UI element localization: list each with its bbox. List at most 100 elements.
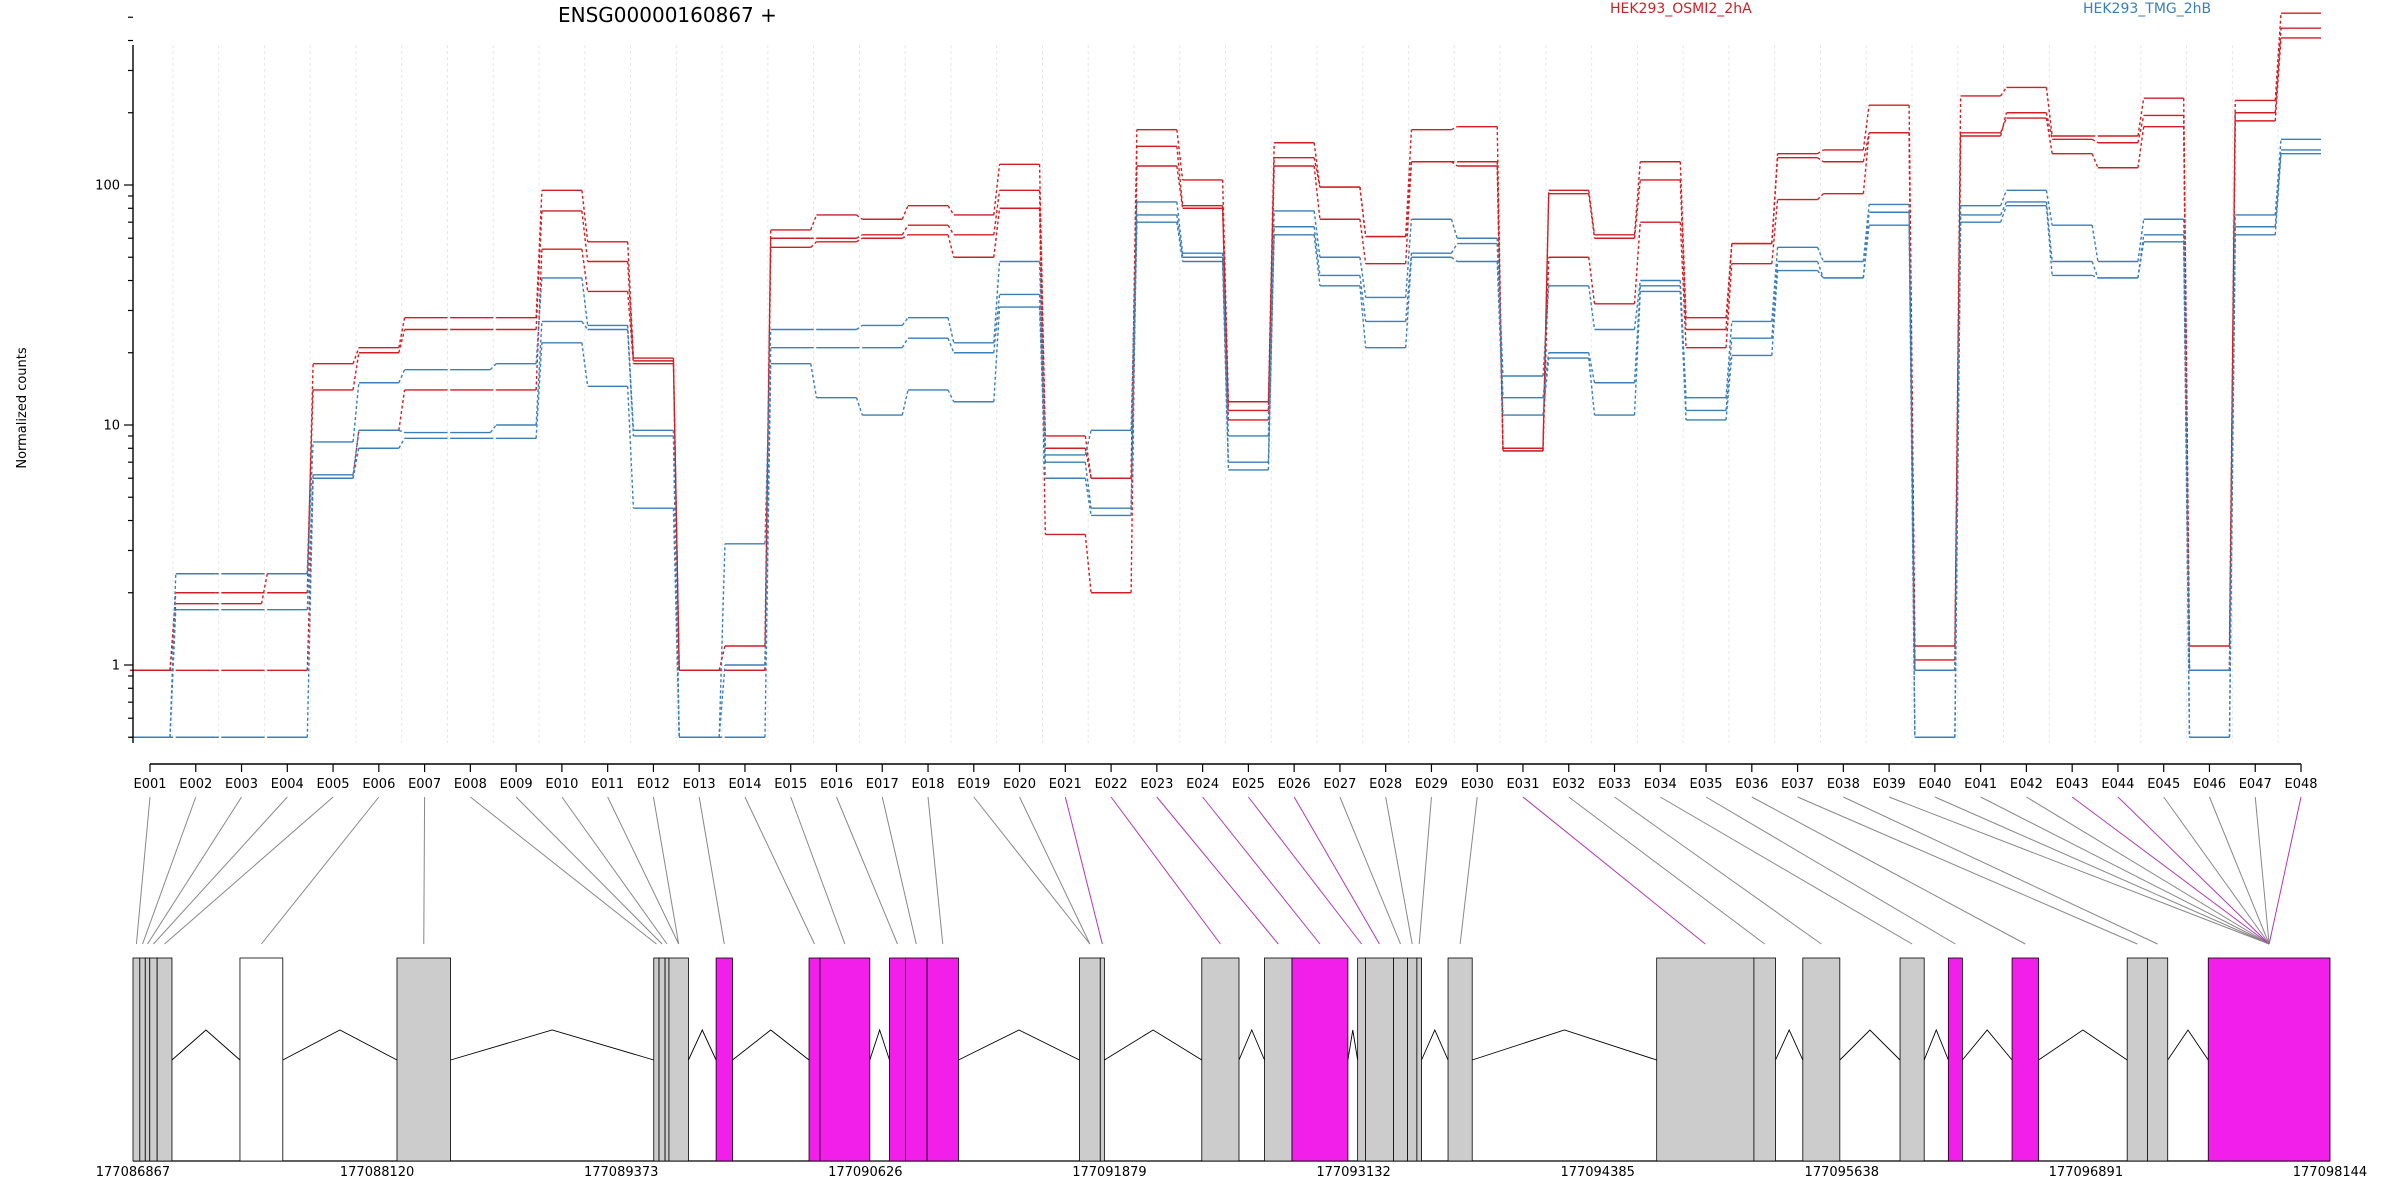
series-connector: [1404, 257, 1413, 348]
gene-model: [132, 957, 2331, 1162]
series-connector: [1313, 210, 1321, 258]
series-connector: [1542, 285, 1550, 377]
series-connector: [2045, 190, 2053, 226]
exon: [1802, 957, 1841, 1162]
exon-bin-connector: [698, 796, 725, 945]
series-connector: [1359, 187, 1367, 237]
exon: [1753, 957, 1776, 1162]
exon-bin-connector: [652, 796, 680, 945]
intron: [450, 1029, 654, 1061]
series-connector: [2274, 139, 2282, 216]
exon: [1393, 957, 1408, 1162]
series-connector: [535, 277, 543, 364]
series-connector: [2091, 225, 2099, 262]
series-connector: [1817, 157, 1824, 163]
series-connector: [1359, 285, 1367, 348]
series-connector: [1542, 352, 1550, 398]
intron: [1104, 1029, 1203, 1061]
x-tick-label: E005: [317, 777, 350, 792]
series-connector: [489, 424, 497, 433]
x-tick-label: E001: [133, 777, 166, 792]
series-connector: [993, 208, 1001, 258]
intron: [1421, 1028, 1449, 1061]
x-tick-label: E003: [225, 777, 258, 792]
exon-bin-connectors: [135, 796, 2302, 945]
exon: [1079, 957, 1101, 1162]
series-connector: [1862, 204, 1870, 262]
exon-bin-connector: [1019, 796, 1091, 945]
exon-bin-connector: [1247, 796, 1362, 945]
exon: [926, 957, 959, 1162]
exon: [2126, 957, 2148, 1162]
series-connector: [1404, 161, 1413, 264]
series-connector: [1771, 270, 1779, 356]
x-tick-label: E016: [820, 777, 853, 792]
exon-bin-connector: [1156, 796, 1279, 945]
series-connector: [1176, 222, 1184, 262]
series-connector: [581, 277, 589, 326]
x-tick-label: E042: [2010, 777, 2043, 792]
series-connector: [2183, 126, 2191, 671]
exon: [144, 957, 151, 1162]
series-connector: [1359, 257, 1367, 298]
series-connector: [398, 389, 406, 431]
series-connector: [947, 205, 955, 216]
x-tick-label: E018: [912, 777, 945, 792]
x-tick-label: E025: [1232, 777, 1265, 792]
series-connector: [1588, 285, 1596, 330]
x-tick-label: E002: [179, 777, 212, 792]
exon: [653, 957, 660, 1162]
series-connector: [489, 363, 497, 371]
series-connector: [1130, 222, 1138, 516]
series-connector: [1450, 219, 1458, 239]
x-tick-label: E027: [1323, 777, 1356, 792]
series-connector: [1816, 261, 1825, 279]
series-connector: [993, 307, 1001, 402]
x-tick-label: E028: [1369, 777, 1402, 792]
series-connector: [1450, 243, 1458, 254]
series-connector: [1954, 214, 1962, 671]
exon: [1365, 957, 1394, 1162]
series-connector: [1999, 112, 2008, 137]
x-tick-label: E040: [1918, 777, 1951, 792]
series-connector: [2137, 98, 2145, 137]
series-connector: [1359, 275, 1367, 322]
series-connector: [1725, 338, 1733, 411]
series-connector: [1771, 247, 1779, 322]
series-connector: [1542, 193, 1550, 451]
exon: [1201, 957, 1240, 1162]
series-connector: [947, 389, 955, 403]
series-connector: [993, 294, 1001, 353]
intron: [282, 1029, 398, 1061]
series-connector: [1908, 225, 1916, 738]
series-connector: [306, 478, 314, 738]
series-connector: [1588, 358, 1596, 416]
genomic-coordinate-label: 177096891: [2049, 1165, 2123, 1180]
exon: [715, 957, 733, 1162]
series-connector: [626, 291, 635, 364]
series-connector: [947, 224, 955, 236]
exon-bin-connector: [1843, 796, 2158, 945]
series-connector: [1176, 146, 1184, 206]
exon: [396, 957, 451, 1162]
exon: [889, 957, 906, 1162]
exon-bin-connector: [1522, 796, 1706, 945]
exon-bin-connector: [1797, 796, 2138, 945]
exon: [1099, 957, 1105, 1162]
series-connector: [581, 249, 589, 292]
exon-bin-connector: [881, 796, 917, 945]
exon: [1407, 957, 1418, 1162]
exon-bin-connector: [2209, 796, 2270, 945]
series-connector: [947, 337, 955, 354]
series-5: [130, 153, 2322, 738]
exon: [2011, 957, 2039, 1162]
series-connector: [1313, 234, 1321, 286]
series-connector: [1725, 321, 1733, 398]
x-tick-label: E021: [1049, 777, 1082, 792]
x-tick-label: E045: [2147, 777, 2180, 792]
series-lines: [130, 12, 2322, 738]
genomic-coordinate-label: 177089373: [584, 1165, 658, 1180]
series-connector: [947, 234, 955, 258]
exon-bin-connector: [1888, 796, 2270, 945]
x-tick-label: E017: [866, 777, 899, 792]
